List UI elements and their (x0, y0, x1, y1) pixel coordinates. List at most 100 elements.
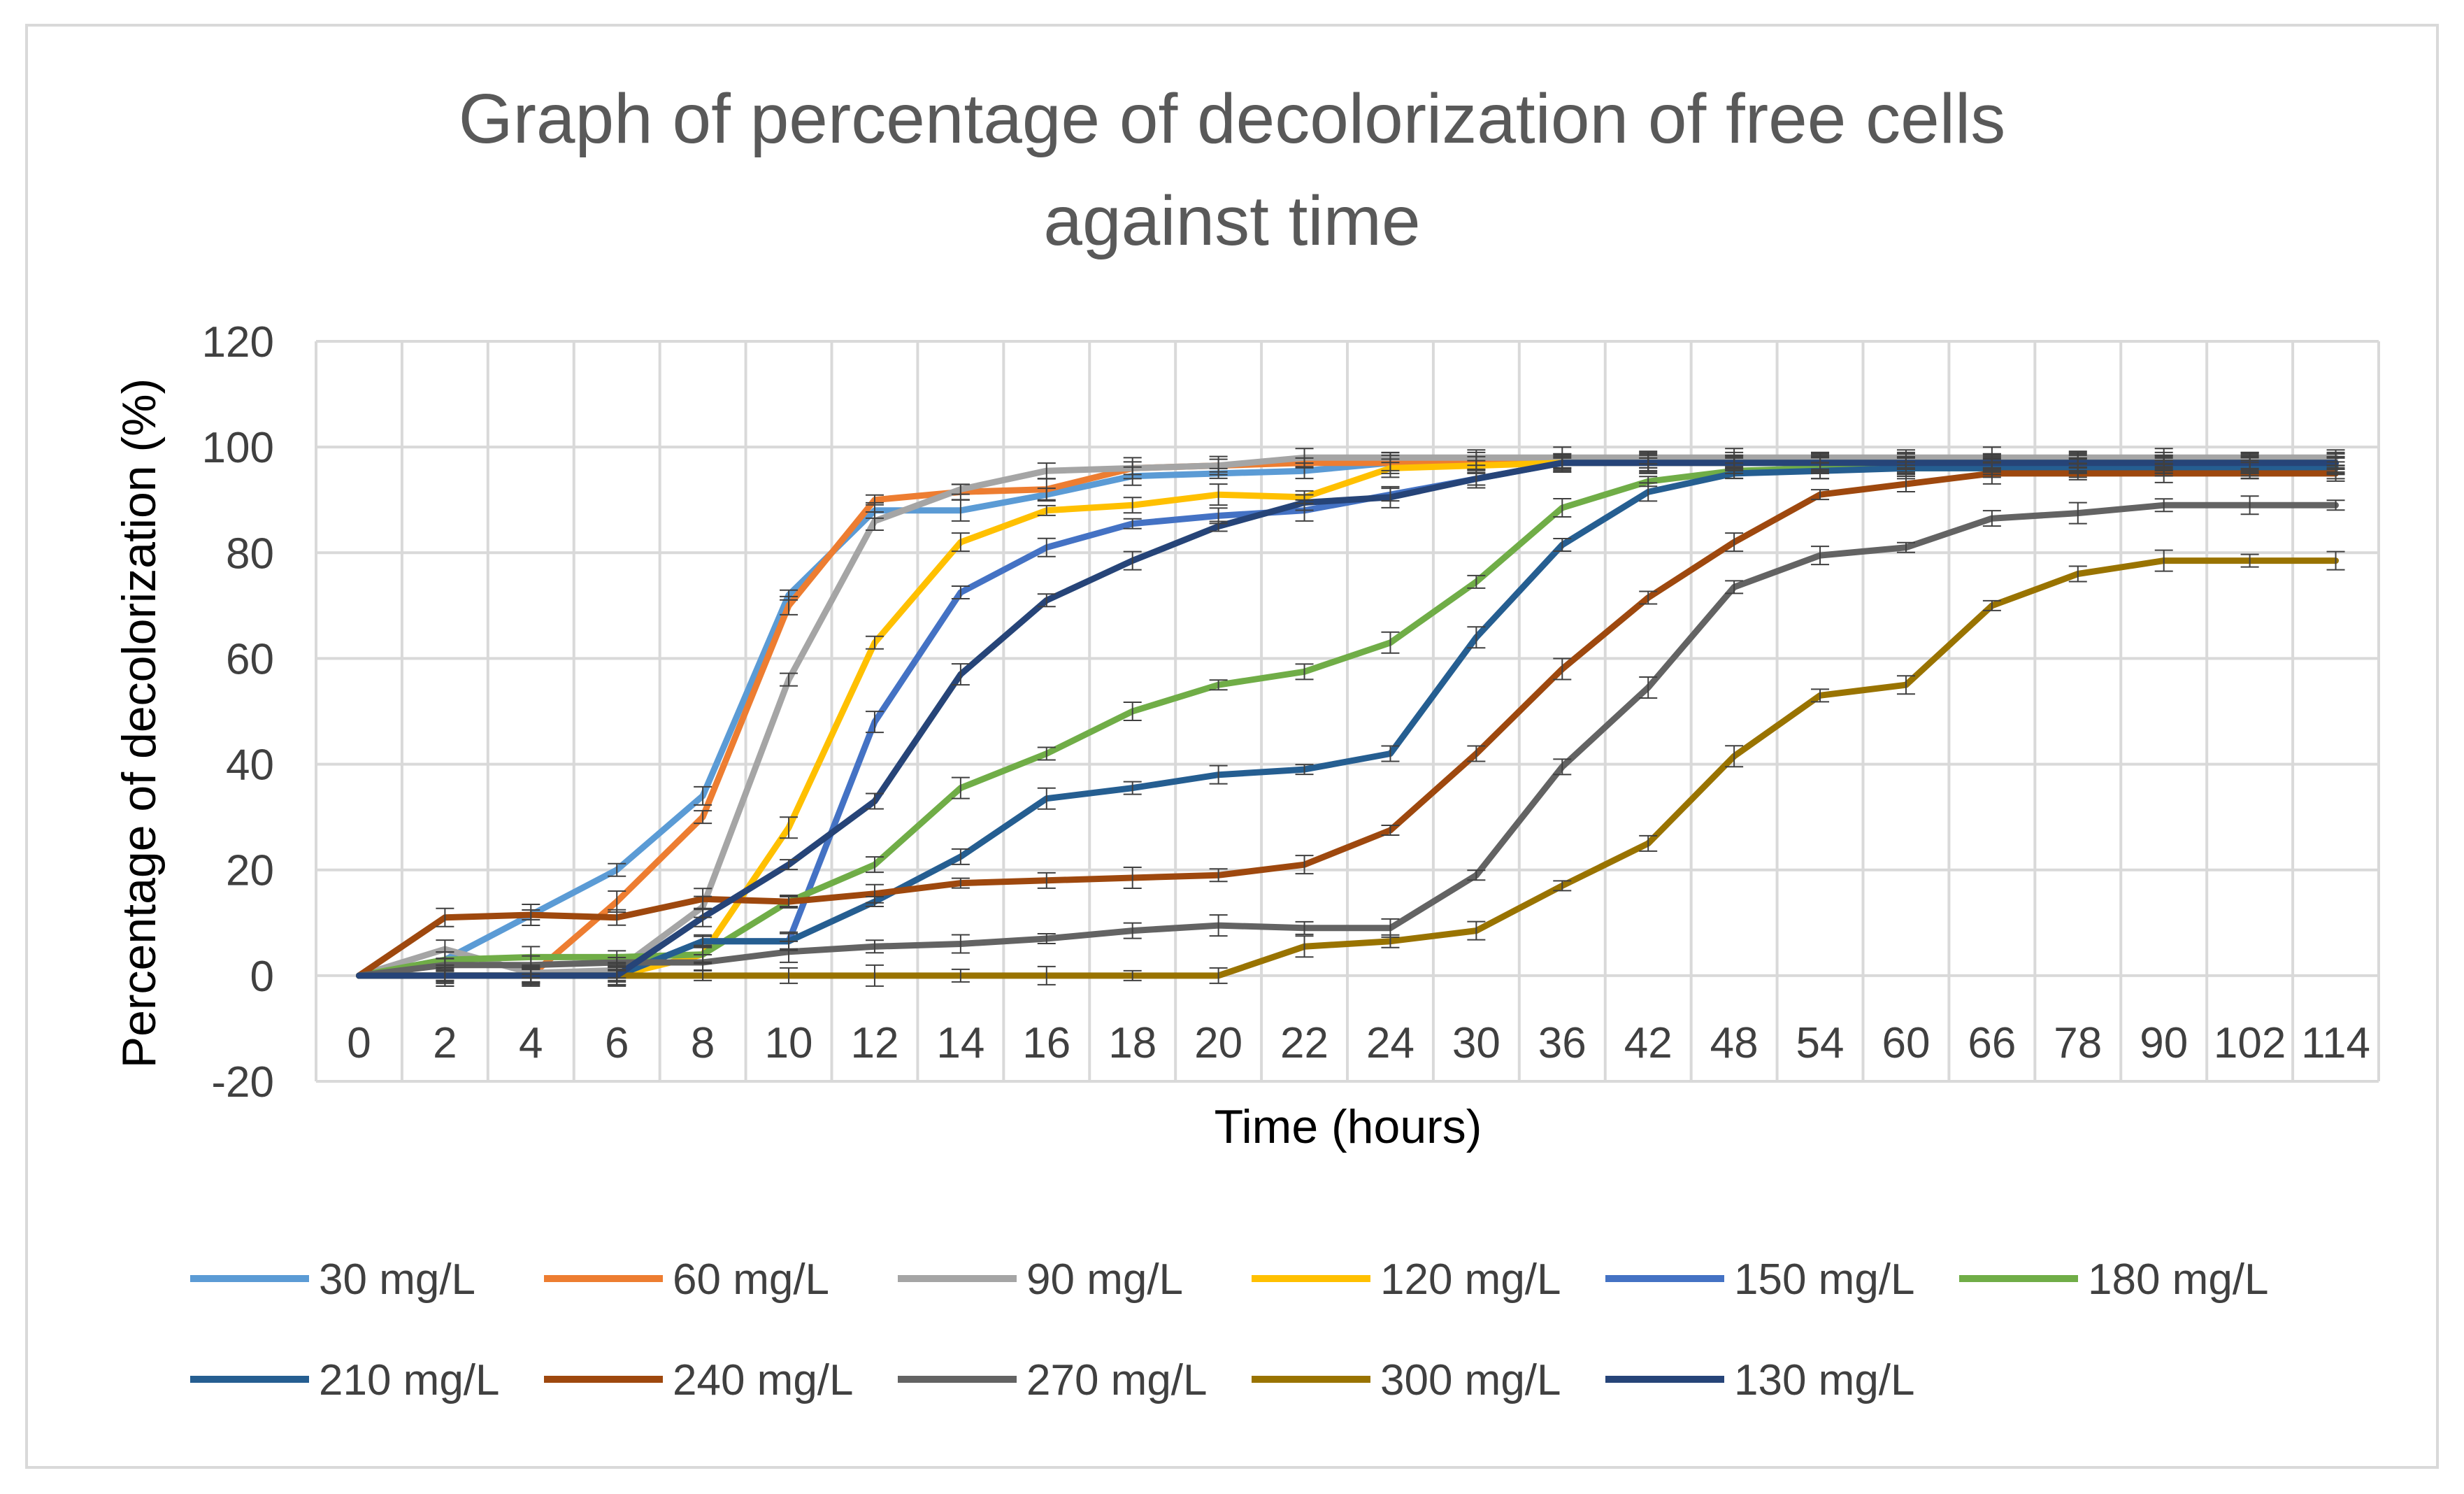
error-bar (1037, 462, 1056, 480)
error-bar (1209, 458, 1228, 473)
chart-title-line-2: against time (1043, 182, 1420, 260)
error-bar (780, 816, 798, 839)
error-bar (951, 776, 970, 799)
error-bar (1381, 631, 1400, 654)
error-bar (1123, 497, 1142, 514)
x-tick-label: 8 (691, 1019, 715, 1067)
error-bar (1209, 679, 1228, 691)
y-tick-label: 60 (226, 635, 274, 683)
x-axis-label: Time (hours) (1215, 1100, 1482, 1153)
error-bar (1467, 471, 1486, 486)
error-bar (951, 877, 970, 889)
error-bar (2068, 565, 2087, 583)
legend-label: 180 mg/L (2088, 1255, 2269, 1304)
error-bar (694, 785, 712, 806)
x-tick-label: 24 (1366, 1019, 1414, 1067)
error-bar (1037, 932, 1056, 944)
error-bar (1725, 454, 1744, 471)
error-bar (1037, 872, 1056, 889)
error-bar (1381, 825, 1400, 837)
y-tick-label: 20 (226, 847, 274, 895)
legend: 30 mg/L 60 mg/L 90 mg/L 120 mg/L 150 mg/L 180… (190, 1255, 2269, 1404)
series-line (356, 454, 2339, 979)
error-bar (608, 862, 626, 877)
error-bar (1381, 745, 1400, 762)
legend-label: 130 mg/L (1734, 1356, 1915, 1404)
error-bar (1553, 453, 1572, 473)
y-tick-label: -20 (211, 1058, 274, 1107)
error-bar (1639, 676, 1658, 699)
y-axis-ticks: -20 0 20 40 60 80 100 120 (202, 318, 274, 1107)
legend-item: 30 mg/L (190, 1255, 475, 1304)
x-axis-ticks: 0 2 4 6 8 10 12 14 16 18 20 22 24 30 36 42 48 54 60 66 78 90 1… (347, 1019, 2370, 1067)
error-bar (694, 907, 712, 927)
error-bar (1553, 758, 1572, 776)
error-bar (780, 895, 798, 909)
error-bar (1295, 920, 1314, 935)
legend-item: 270 mg/L (898, 1356, 1208, 1404)
error-bar (1037, 593, 1056, 608)
error-bar (1381, 934, 1400, 948)
error-bar (1553, 657, 1572, 681)
x-tick-label: 4 (519, 1019, 543, 1067)
series-line (356, 557, 2339, 979)
error-bar (2154, 454, 2173, 471)
error-bar (1725, 745, 1744, 768)
error-bar (1467, 869, 1486, 881)
error-bar (1209, 764, 1228, 785)
series-line (356, 464, 2339, 979)
error-bar (1123, 518, 1142, 529)
error-bar (1123, 702, 1142, 721)
error-bar (2068, 501, 2087, 525)
error-bar (865, 856, 884, 874)
series-line (356, 501, 2339, 979)
error-bar (1381, 485, 1400, 508)
error-bar (865, 635, 884, 650)
error-bar (522, 909, 540, 920)
error-bar (1123, 922, 1142, 939)
error-bar (951, 934, 970, 954)
chart-frame (25, 24, 2439, 1469)
series-line (356, 470, 2339, 979)
error-bar (608, 968, 626, 983)
error-bar (865, 711, 884, 734)
error-bar (1811, 546, 1830, 566)
error-bar (608, 909, 626, 926)
error-bar (522, 964, 540, 987)
error-bar (1553, 880, 1572, 892)
error-bar (1467, 920, 1486, 941)
error-bar (1295, 855, 1314, 875)
error-bar (780, 595, 798, 616)
error-bar (1982, 510, 2001, 527)
error-bar (1467, 574, 1486, 589)
error-bar (1295, 764, 1314, 776)
x-tick-label: 12 (850, 1019, 898, 1067)
error-bar (1639, 834, 1658, 852)
x-tick-label: 22 (1280, 1019, 1328, 1067)
x-tick-label: 90 (2140, 1019, 2188, 1067)
legend-label: 120 mg/L (1380, 1255, 1561, 1304)
error-bar (1209, 868, 1228, 883)
error-bar (2068, 457, 2087, 469)
error-bar (865, 792, 884, 810)
error-bar (1639, 457, 1658, 469)
error-bar (1896, 476, 1915, 493)
error-bar (1209, 483, 1228, 506)
error-bar (1639, 482, 1658, 502)
legend-item: 120 mg/L (1252, 1255, 1561, 1304)
error-bar (1811, 688, 1830, 703)
x-tick-label: 36 (1538, 1019, 1586, 1067)
error-bar (951, 585, 970, 599)
x-tick-label: 42 (1624, 1019, 1672, 1067)
legend-label: 210 mg/L (319, 1356, 500, 1404)
y-tick-label: 100 (202, 424, 274, 472)
x-tick-label: 18 (1108, 1019, 1156, 1067)
error-bar (694, 969, 712, 981)
error-bar (1467, 745, 1486, 762)
error-bar (1982, 453, 2001, 473)
error-bar (1209, 967, 1228, 984)
error-bar (780, 859, 798, 871)
y-tick-label: 80 (226, 529, 274, 578)
x-tick-label: 14 (936, 1019, 984, 1067)
error-bar (1295, 663, 1314, 681)
